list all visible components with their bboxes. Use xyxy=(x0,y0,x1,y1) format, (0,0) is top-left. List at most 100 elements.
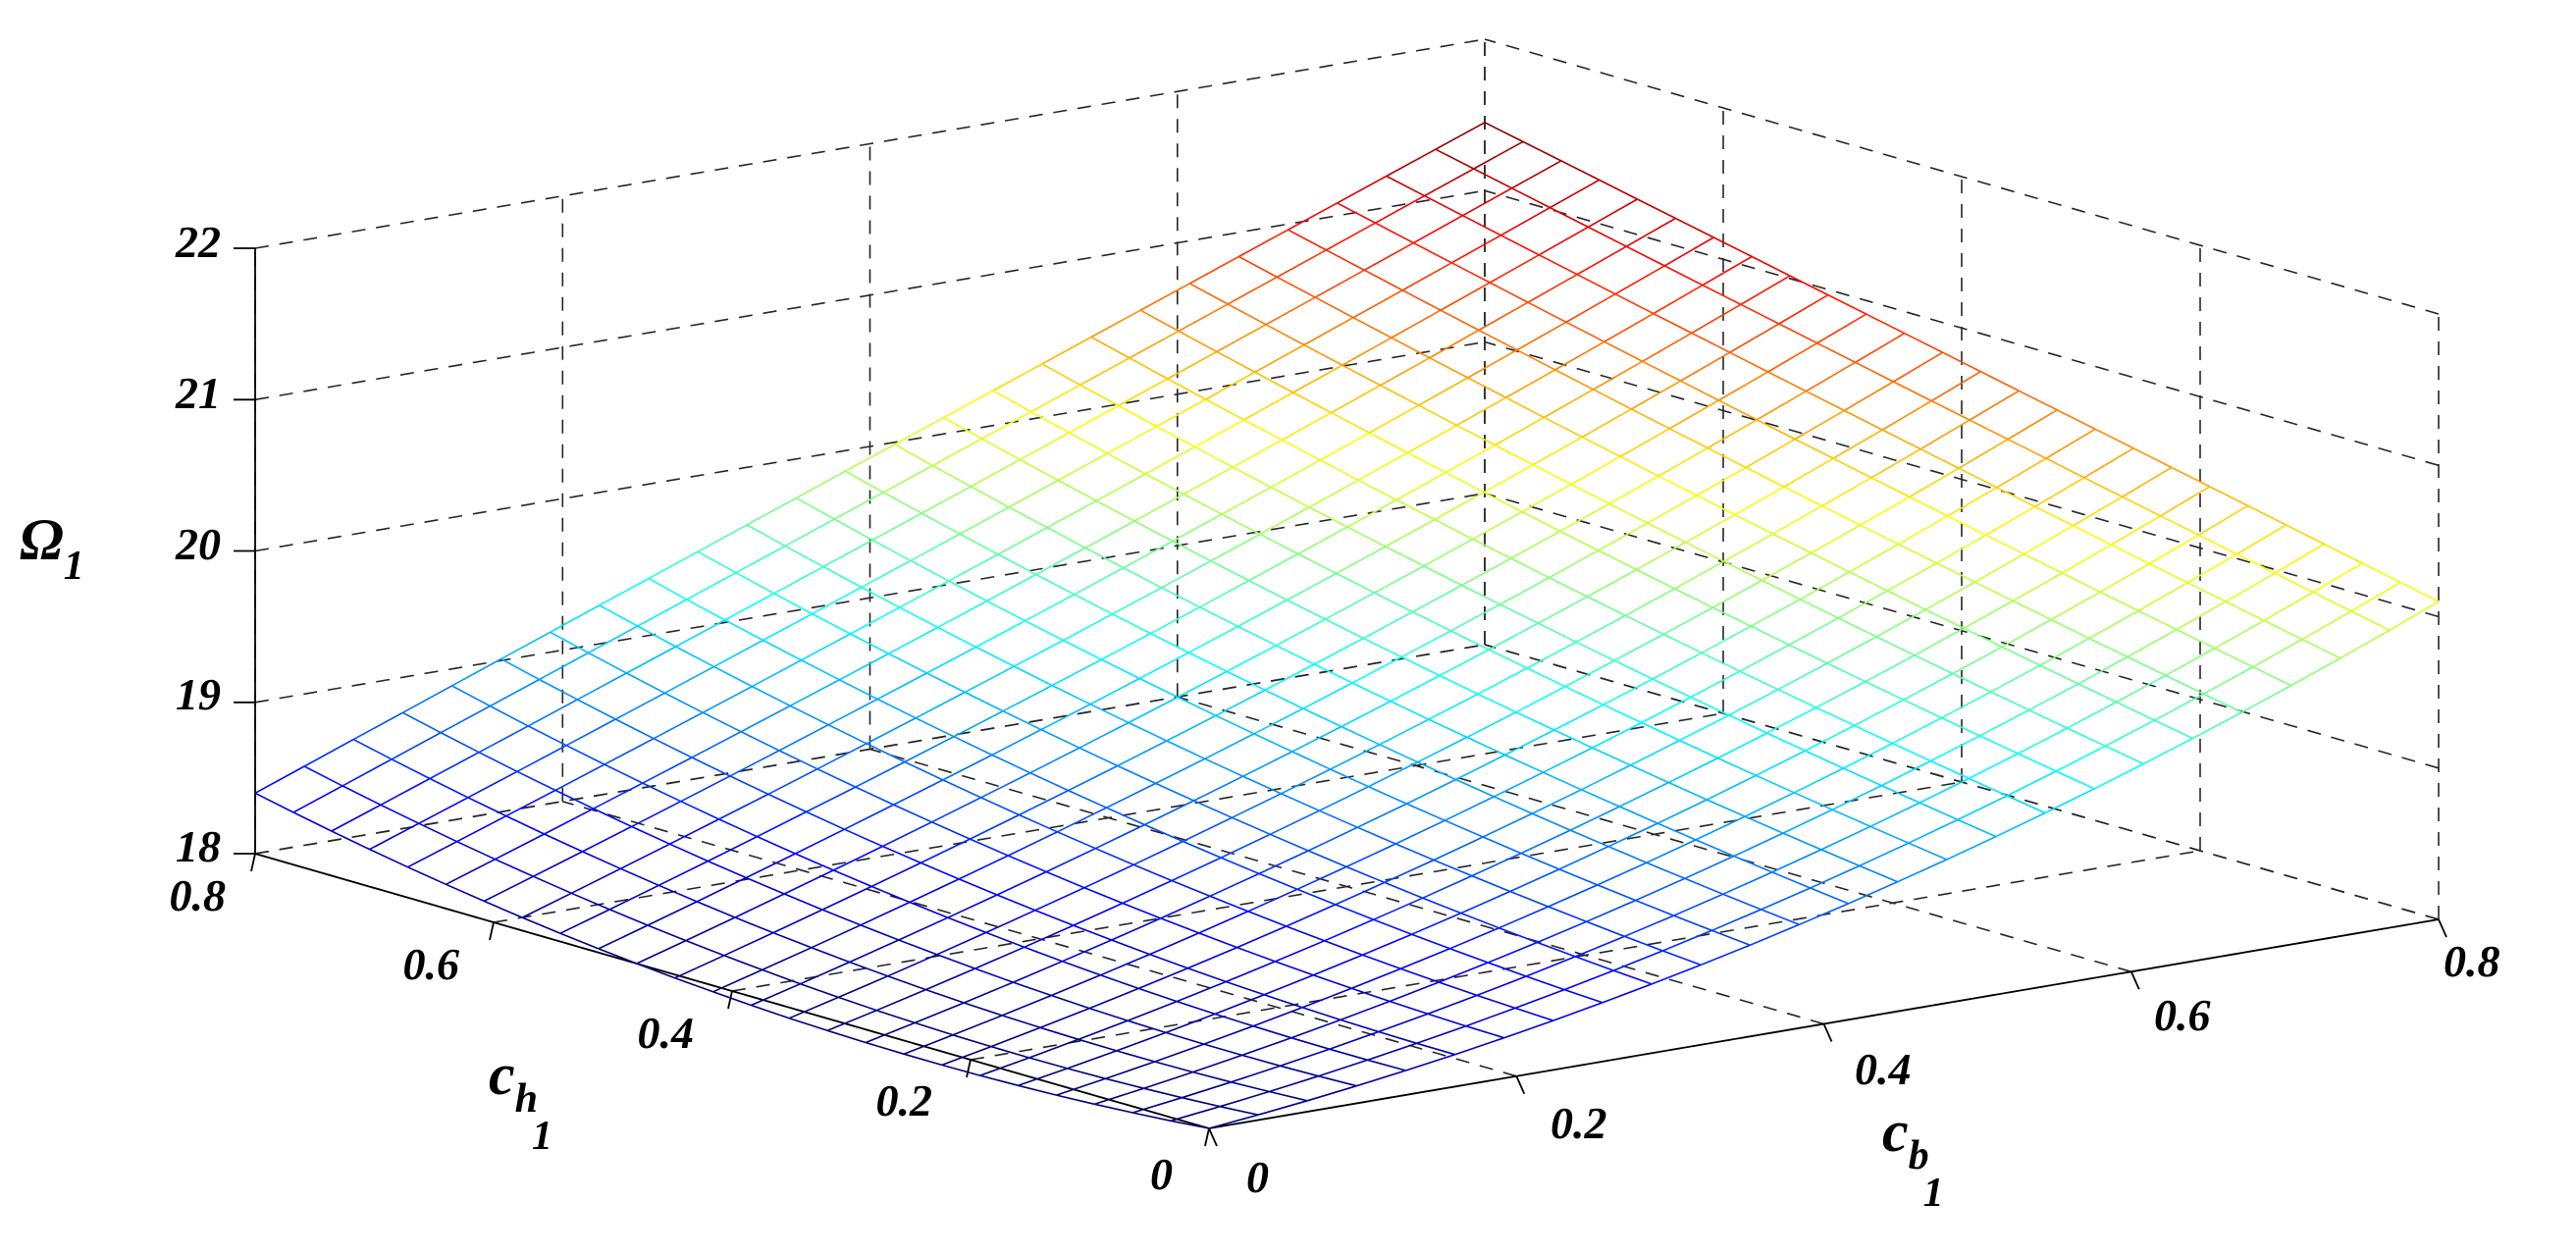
surface-mesh-segment xyxy=(2350,610,2391,632)
surface-mesh-segment xyxy=(1352,289,1403,319)
surface-mesh-segment xyxy=(456,840,496,861)
surface-mesh-segment xyxy=(1712,236,1753,258)
surface-mesh-segment xyxy=(1002,684,1053,712)
z-tick-label: 18 xyxy=(176,821,221,871)
surface-mesh-segment xyxy=(1345,843,1396,868)
surface-mesh-segment xyxy=(1549,549,1600,579)
surface-mesh-segment xyxy=(800,961,851,985)
surface-mesh-segment xyxy=(2099,562,2150,593)
surface-mesh-segment xyxy=(1288,229,1327,251)
surface-mesh-segment xyxy=(516,770,556,792)
surface-mesh-segment xyxy=(1924,581,1975,610)
surface-mesh-segment xyxy=(1100,953,1150,976)
surface-mesh-segment xyxy=(887,954,938,977)
surface-mesh-segment xyxy=(1127,1019,1167,1034)
surface-mesh-segment xyxy=(1156,425,1195,448)
surface-mesh-segment xyxy=(1860,496,1911,526)
surface-mesh-segment xyxy=(1040,728,1080,749)
surface-mesh-segment xyxy=(1172,540,1212,562)
surface-mesh-segment xyxy=(1865,654,1916,683)
surface-mesh-segment xyxy=(1418,377,1469,406)
surface-mesh-segment xyxy=(899,580,950,608)
surface-mesh-segment xyxy=(778,723,829,752)
surface-mesh-segment xyxy=(1194,445,1234,468)
surface-mesh-segment xyxy=(1821,504,1862,526)
surface-mesh-segment xyxy=(1903,699,1942,719)
surface-mesh-segment xyxy=(822,539,873,568)
surface-mesh-segment xyxy=(1778,323,1818,344)
surface-mesh-segment xyxy=(1875,636,1916,656)
surface-mesh-segment xyxy=(789,679,840,707)
surface-mesh-segment xyxy=(1090,309,1141,339)
surface-mesh-segment xyxy=(1473,168,1512,189)
surface-mesh-segment xyxy=(1581,789,1620,808)
surface-mesh-segment xyxy=(1219,1090,1270,1108)
surface-mesh-segment xyxy=(1350,967,1401,990)
surface-mesh-segment xyxy=(1908,818,1959,844)
surface-mesh-segment xyxy=(1401,262,1452,291)
surface-mesh-segment xyxy=(599,577,650,606)
surface-mesh-segment xyxy=(1499,603,1539,624)
surface-mesh-segment xyxy=(1263,994,1303,1009)
surface-mesh-segment xyxy=(1336,546,1387,575)
surface-mesh-segment xyxy=(1930,399,1971,421)
surface-mesh-segment xyxy=(1008,506,1048,529)
surface-mesh-segment xyxy=(795,496,835,520)
surface-mesh-segment xyxy=(1351,655,1402,684)
surface-mesh-segment xyxy=(1357,479,1397,501)
surface-mesh-segment xyxy=(1751,255,1791,277)
surface-mesh-segment xyxy=(1811,524,1862,554)
surface-mesh-segment xyxy=(712,968,763,993)
surface-mesh-segment xyxy=(1514,988,1565,1010)
surface-mesh-segment xyxy=(915,717,955,738)
surface-mesh-segment xyxy=(1800,571,1850,601)
surface-mesh-segment xyxy=(839,653,889,681)
surface-mesh-segment xyxy=(1117,764,1156,785)
surface-mesh-segment xyxy=(1386,175,1425,197)
surface-mesh-segment xyxy=(1532,463,1572,486)
surface-mesh-segment xyxy=(1379,718,1430,746)
surface-mesh-segment xyxy=(1131,1096,1183,1114)
surface-mesh-segment xyxy=(1257,1100,1308,1116)
surface-mesh-segment xyxy=(1204,758,1243,777)
surface-mesh-segment xyxy=(1869,825,1910,844)
surface-mesh-segment xyxy=(2055,745,2106,772)
surface-mesh-segment xyxy=(2176,601,2227,631)
surface-mesh-segment xyxy=(1155,758,1206,785)
surface-mesh-segment xyxy=(369,848,408,868)
surface-mesh-segment xyxy=(1482,836,1522,855)
surface-mesh-segment xyxy=(626,646,676,674)
z-tick-label: 20 xyxy=(175,519,221,569)
surface-mesh-segment xyxy=(1067,1050,1118,1070)
surface-mesh-segment xyxy=(1635,877,1686,902)
surface-mesh-segment xyxy=(1380,384,1419,406)
surface-mesh-segment xyxy=(909,878,960,904)
surface-mesh-segment xyxy=(1663,265,1704,287)
surface-mesh-segment xyxy=(986,600,1025,622)
surface-mesh-segment xyxy=(1050,974,1101,997)
surface-mesh-segment xyxy=(1144,800,1194,826)
surface-mesh-segment xyxy=(1806,390,1845,412)
surface-mesh-segment xyxy=(1651,964,1702,985)
surface-mesh-segment xyxy=(1472,510,1523,541)
surface-mesh-segment xyxy=(1788,644,1828,664)
surface-mesh-segment xyxy=(1288,202,1338,231)
surface-mesh-segment xyxy=(1936,534,1986,564)
surface-mesh-segment xyxy=(832,845,883,871)
surface-mesh-segment xyxy=(554,763,605,792)
surface-mesh-segment xyxy=(1069,432,1108,454)
surface-mesh-segment xyxy=(979,1057,1030,1076)
surface-mesh-segment xyxy=(1253,707,1304,735)
surface-mesh-segment xyxy=(1892,351,1944,383)
surface-mesh-segment xyxy=(1346,526,1387,548)
surface-mesh-segment xyxy=(1067,1068,1106,1080)
surface-mesh-segment xyxy=(2274,572,2314,594)
surface-mesh-segment xyxy=(1947,487,1998,517)
surface-mesh-segment xyxy=(1941,691,1992,719)
surface-mesh-segment xyxy=(713,665,753,688)
surface-mesh-segment xyxy=(757,810,807,838)
surface-mesh-segment xyxy=(2088,637,2129,658)
surface-mesh-segment xyxy=(1777,662,1828,691)
surface-mesh-segment xyxy=(1292,392,1332,414)
surface-mesh-segment xyxy=(1499,576,1550,605)
